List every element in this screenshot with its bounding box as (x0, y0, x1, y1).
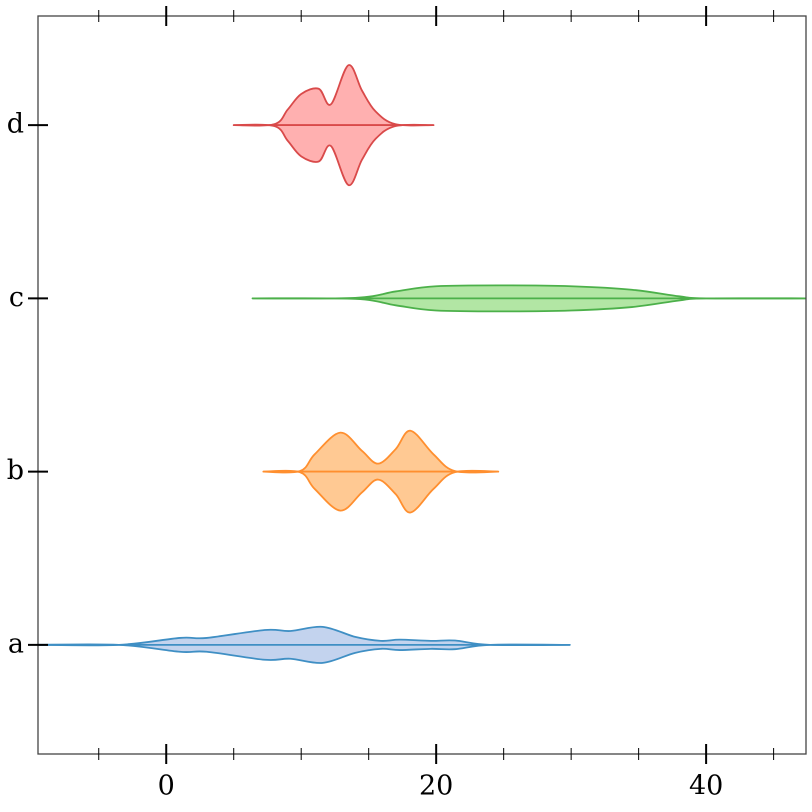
y-tick-label: d (7, 109, 24, 140)
violin-upper (251, 284, 806, 300)
y-tick-label: c (9, 282, 24, 313)
violin-upper (262, 429, 500, 474)
plot-area (38, 64, 806, 664)
violin-upper (232, 64, 435, 127)
x-tick-label: 20 (419, 771, 453, 802)
x-tick-label: 0 (158, 771, 175, 802)
violin-lower (262, 469, 500, 514)
plot-frame (37, 15, 807, 755)
violin-lower (38, 643, 571, 664)
violin-upper (38, 625, 571, 647)
x-tick-label: 40 (689, 771, 723, 802)
violin-lower (232, 123, 435, 186)
y-tick-label: b (7, 455, 24, 486)
violin-lower (251, 297, 806, 313)
y-tick-label: a (8, 628, 24, 659)
